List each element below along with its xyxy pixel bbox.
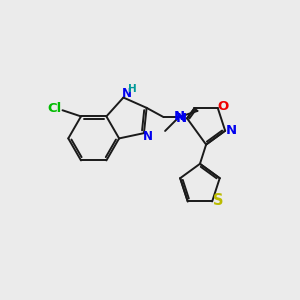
Text: Cl: Cl — [48, 102, 62, 115]
Text: H: H — [128, 84, 137, 94]
Text: S: S — [213, 193, 224, 208]
Text: O: O — [218, 100, 229, 113]
Text: N: N — [226, 124, 237, 137]
Text: N: N — [173, 110, 184, 123]
Text: N: N — [143, 130, 153, 143]
Text: N: N — [122, 87, 132, 100]
Text: N: N — [176, 112, 187, 125]
